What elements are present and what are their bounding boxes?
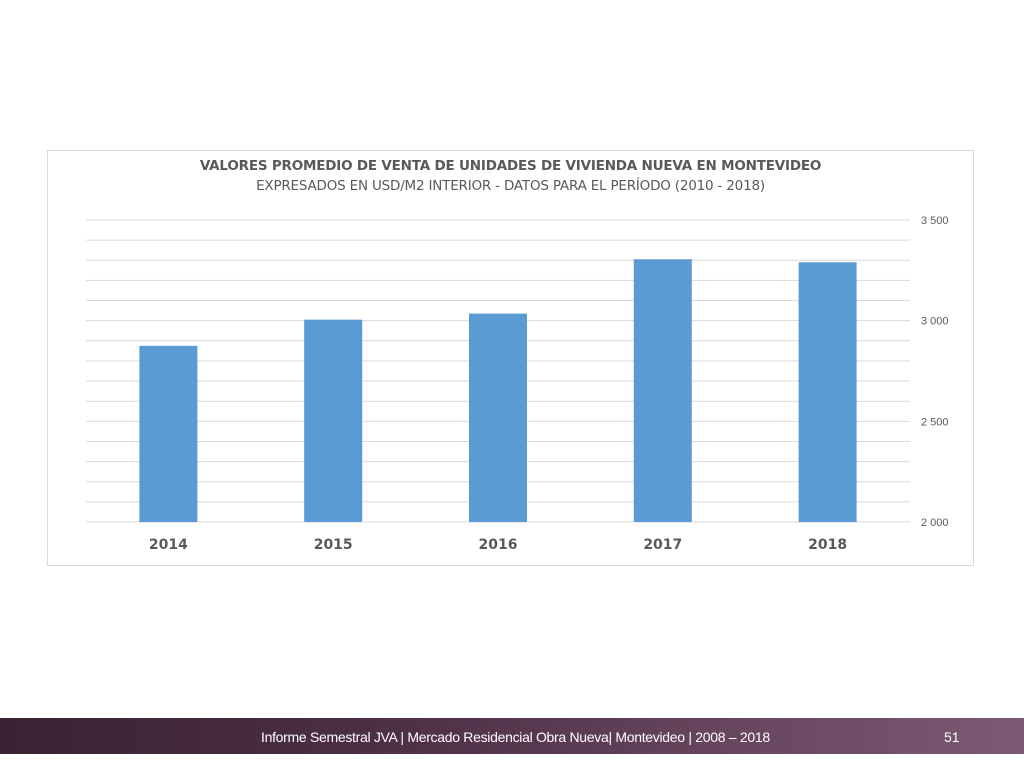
x-tick-label: 2014	[149, 537, 188, 553]
footer-text: Informe Semestral JVA | Mercado Residenc…	[261, 729, 770, 745]
bar-2016	[469, 313, 527, 522]
x-tick-label: 2018	[808, 537, 847, 553]
y-tick-label: 3 500	[921, 215, 949, 227]
chart-title: VALORES PROMEDIO DE VENTA DE UNIDADES DE…	[199, 158, 822, 174]
y-tick-label: 3 000	[921, 316, 949, 328]
chart-container: VALORES PROMEDIO DE VENTA DE UNIDADES DE…	[47, 150, 974, 566]
footer-bar: Informe Semestral JVA | Mercado Residenc…	[0, 718, 1024, 754]
bar-2015	[304, 319, 363, 522]
page-number: 51	[944, 729, 960, 745]
bar-2014	[139, 345, 198, 522]
x-tick-label: 2016	[479, 537, 518, 553]
bar-2017	[633, 259, 692, 522]
chart-subtitle: EXPRESADOS EN USD/M2 INTERIOR - DATOS PA…	[256, 178, 765, 194]
y-tick-label: 2 000	[921, 517, 949, 529]
bar-chart-plot: 2 000 2 500 3 000 3 500 2014 2015 2016 2017 2018	[86, 215, 949, 553]
x-tick-label: 2015	[314, 537, 353, 553]
x-tick-label: 2017	[643, 537, 682, 553]
bar-2018	[798, 262, 857, 522]
y-tick-label: 2 500	[921, 416, 949, 428]
